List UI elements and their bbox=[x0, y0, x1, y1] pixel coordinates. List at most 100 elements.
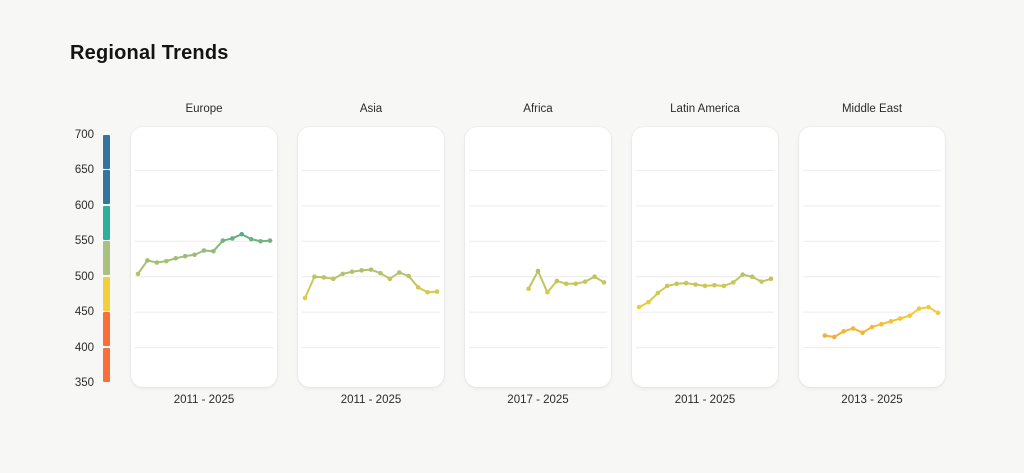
line-segment bbox=[546, 279, 558, 294]
y-axis-tick: 350 bbox=[74, 377, 94, 389]
data-point[interactable] bbox=[721, 283, 727, 289]
data-point[interactable] bbox=[592, 274, 597, 280]
data-point[interactable] bbox=[239, 231, 245, 237]
x-range-label: 2011 - 2025 bbox=[173, 394, 235, 406]
chart-col-middle-east: Middle East 2013 - 2025 bbox=[799, 103, 945, 406]
data-point[interactable] bbox=[425, 290, 430, 295]
data-point[interactable] bbox=[601, 280, 607, 285]
line-chart-middle-east[interactable] bbox=[799, 127, 945, 387]
data-point[interactable] bbox=[545, 290, 550, 295]
data-point[interactable] bbox=[693, 282, 698, 287]
data-point[interactable] bbox=[163, 258, 169, 264]
data-point[interactable] bbox=[154, 260, 160, 265]
data-point[interactable] bbox=[258, 238, 263, 244]
data-point[interactable] bbox=[740, 272, 746, 277]
chart-col-europe: Europe 2011 - 2025 bbox=[131, 103, 277, 406]
data-point[interactable] bbox=[636, 304, 642, 310]
chart-card[interactable] bbox=[465, 127, 611, 387]
data-point[interactable] bbox=[897, 316, 903, 321]
y-axis-tick: 400 bbox=[74, 341, 94, 354]
chart-card[interactable] bbox=[632, 127, 778, 387]
small-multiples-row: 700 650 600 550 500 450 400 350 Europe 2011 - 2… bbox=[62, 103, 945, 406]
data-point[interactable] bbox=[434, 289, 440, 294]
data-point[interactable] bbox=[888, 319, 894, 324]
data-point[interactable] bbox=[916, 306, 922, 311]
data-point[interactable] bbox=[415, 285, 421, 290]
data-point[interactable] bbox=[535, 268, 541, 274]
data-point[interactable] bbox=[349, 269, 355, 275]
data-point[interactable] bbox=[201, 248, 207, 253]
data-point[interactable] bbox=[173, 255, 179, 261]
data-point[interactable] bbox=[302, 295, 308, 301]
data-point[interactable] bbox=[879, 321, 884, 327]
color-scale-segment bbox=[103, 205, 110, 240]
data-point[interactable] bbox=[664, 283, 670, 289]
data-point[interactable] bbox=[712, 282, 717, 288]
data-point[interactable] bbox=[730, 280, 736, 285]
chart-card[interactable] bbox=[298, 127, 444, 387]
x-range-label: 2011 - 2025 bbox=[674, 394, 736, 406]
data-point[interactable] bbox=[135, 271, 141, 277]
data-point[interactable] bbox=[312, 274, 317, 280]
data-point[interactable] bbox=[378, 270, 383, 276]
data-point[interactable] bbox=[860, 330, 865, 335]
data-point[interactable] bbox=[674, 281, 680, 287]
data-point[interactable] bbox=[683, 280, 689, 286]
data-point[interactable] bbox=[749, 274, 755, 280]
color-scale-segment bbox=[103, 170, 110, 205]
data-point[interactable] bbox=[768, 276, 774, 282]
data-point[interactable] bbox=[907, 313, 913, 318]
data-point[interactable] bbox=[406, 273, 412, 279]
data-point[interactable] bbox=[145, 258, 150, 263]
chart-title: Latin America bbox=[670, 103, 740, 115]
chart-title: Middle East bbox=[841, 103, 903, 115]
chart-col-latin-america: Latin America 2011 - 2025 bbox=[632, 103, 778, 406]
data-point[interactable] bbox=[582, 279, 588, 284]
data-point[interactable] bbox=[211, 248, 216, 254]
y-axis-tick: 700 bbox=[74, 129, 94, 141]
data-point[interactable] bbox=[573, 281, 579, 287]
data-point[interactable] bbox=[359, 268, 364, 273]
data-point[interactable] bbox=[822, 333, 828, 338]
data-point[interactable] bbox=[267, 238, 273, 243]
data-point[interactable] bbox=[526, 286, 531, 292]
color-scale-segment bbox=[103, 135, 110, 170]
chart-card[interactable] bbox=[131, 127, 277, 387]
data-point[interactable] bbox=[554, 278, 560, 284]
data-point[interactable] bbox=[646, 299, 651, 305]
data-point[interactable] bbox=[563, 281, 569, 287]
data-point[interactable] bbox=[702, 283, 708, 289]
line-chart-europe[interactable] bbox=[131, 127, 277, 387]
data-point[interactable] bbox=[869, 324, 875, 330]
data-point[interactable] bbox=[248, 236, 254, 242]
line-chart-africa[interactable] bbox=[465, 127, 611, 387]
data-point[interactable] bbox=[321, 275, 327, 280]
color-scale-bar bbox=[103, 127, 110, 387]
data-point[interactable] bbox=[182, 253, 188, 259]
line-segment bbox=[527, 270, 539, 290]
chart-title: Asia bbox=[359, 103, 383, 115]
data-point[interactable] bbox=[831, 334, 837, 340]
data-point[interactable] bbox=[330, 276, 336, 282]
y-axis-tick: 650 bbox=[74, 164, 94, 177]
data-point[interactable] bbox=[841, 328, 847, 334]
data-point[interactable] bbox=[192, 252, 197, 258]
chart-card[interactable] bbox=[799, 127, 945, 387]
data-point[interactable] bbox=[368, 267, 374, 272]
line-chart-asia[interactable] bbox=[298, 127, 444, 387]
data-point[interactable] bbox=[759, 279, 764, 284]
data-point[interactable] bbox=[396, 270, 402, 275]
data-point[interactable] bbox=[655, 290, 661, 296]
data-point[interactable] bbox=[387, 276, 393, 282]
data-point[interactable] bbox=[340, 271, 346, 277]
data-point[interactable] bbox=[229, 236, 235, 241]
x-range-label: 2011 - 2025 bbox=[340, 394, 402, 406]
data-point[interactable] bbox=[926, 304, 931, 310]
data-point[interactable] bbox=[935, 310, 941, 316]
line-segment bbox=[304, 275, 316, 299]
x-range-label: 2017 - 2025 bbox=[507, 394, 569, 406]
data-point[interactable] bbox=[220, 238, 226, 243]
line-chart-latin-america[interactable] bbox=[632, 127, 778, 387]
data-point[interactable] bbox=[850, 326, 856, 331]
